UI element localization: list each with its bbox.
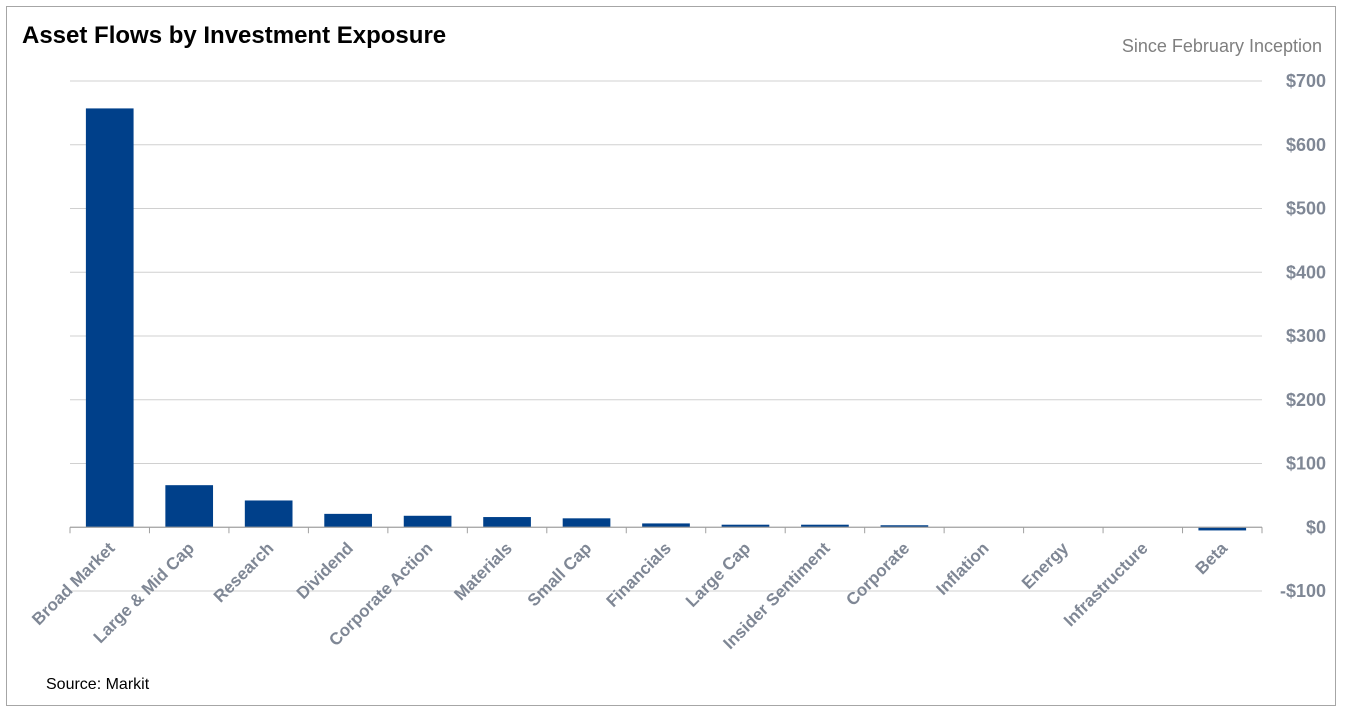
bar xyxy=(880,525,929,528)
y-tick-label: $300 xyxy=(1286,326,1326,346)
x-tick-label: Dividend xyxy=(293,539,357,603)
gridlines xyxy=(70,80,1262,592)
x-tick-label: Small Cap xyxy=(524,539,596,611)
x-tick-label: Inflation xyxy=(933,539,993,599)
bar xyxy=(483,517,531,528)
y-tick-label: $0 xyxy=(1306,517,1326,537)
y-tick-label: $400 xyxy=(1286,262,1326,282)
bar xyxy=(642,523,690,528)
x-tick-label: Energy xyxy=(1018,538,1073,593)
x-tick-label: Broad Market xyxy=(28,538,118,628)
x-tick-label: Materials xyxy=(450,539,516,605)
y-tick-label: $200 xyxy=(1286,390,1326,410)
bar xyxy=(403,515,452,528)
y-tick-label: $700 xyxy=(1286,71,1326,91)
bar xyxy=(1198,527,1247,531)
bars xyxy=(85,108,1247,531)
x-tick-label: Infrastructure xyxy=(1060,539,1152,631)
y-tick-label: $500 xyxy=(1286,199,1326,219)
bar xyxy=(244,500,293,528)
bar xyxy=(85,108,134,528)
x-tick-label: Research xyxy=(210,539,278,607)
tick-labels: $700 $600 $500 $400 $300 $200 $100 $0 -$100 Broad… xyxy=(28,71,1326,653)
bar xyxy=(562,518,611,528)
x-tick-label: Large Cap xyxy=(682,539,754,611)
bar xyxy=(324,513,372,528)
chart-subtitle: Since February Inception xyxy=(1121,36,1322,56)
bar xyxy=(721,524,770,528)
bar xyxy=(165,485,214,528)
x-tick-label: Corporate xyxy=(842,539,913,610)
x-tick-label: Beta xyxy=(1192,538,1232,578)
axes xyxy=(69,526,1263,534)
y-tick-label: $100 xyxy=(1286,454,1326,474)
y-tick-label: $600 xyxy=(1286,135,1326,155)
source-note: Source: Markit xyxy=(46,676,150,693)
x-tick-label: Financials xyxy=(603,539,675,611)
bar xyxy=(801,524,849,528)
chart-title: Asset Flows by Investment Exposure xyxy=(22,22,447,49)
y-tick-label: -$100 xyxy=(1280,581,1326,601)
